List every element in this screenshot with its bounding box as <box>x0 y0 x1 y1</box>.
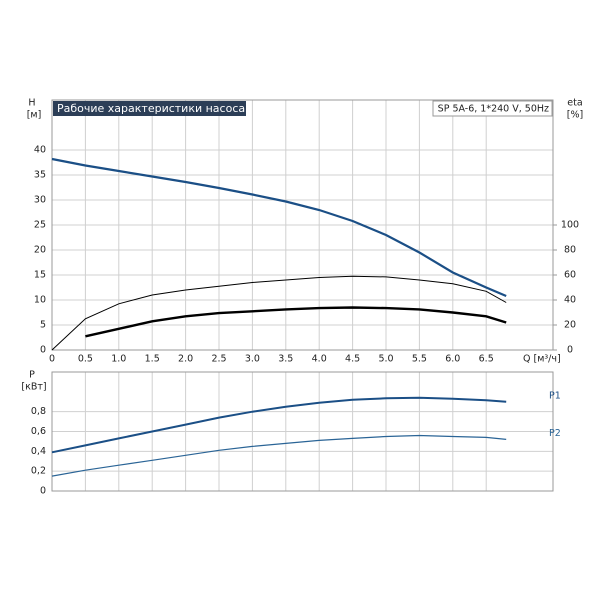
y2-tick-label: 0 <box>567 345 573 356</box>
y-tick-label: 15 <box>34 270 46 281</box>
x-tick-label: 5.5 <box>412 354 427 365</box>
y2-tick-label: 60 <box>564 270 576 281</box>
y-tick-label: 0,4 <box>31 446 46 457</box>
x-tick-label: 4.5 <box>345 354 360 365</box>
y-axis-unit: [кВт] <box>21 382 46 393</box>
x-tick-label: 2.0 <box>178 354 193 365</box>
y-axis-unit: [м] <box>27 110 42 121</box>
curve <box>51 396 507 454</box>
series-label: P2 <box>549 428 561 439</box>
y-tick-label: 10 <box>34 295 46 306</box>
y-tick-label: 0,8 <box>31 406 46 417</box>
x-tick-label: 0 <box>49 354 55 365</box>
y-tick-label: 0 <box>40 486 46 497</box>
chart-title: Рабочие характеристики насоса <box>57 102 245 115</box>
y2-tick-label: 40 <box>564 295 576 306</box>
x-tick-label: 1.5 <box>145 354 160 365</box>
y-axis-label: P <box>29 370 35 381</box>
x-tick-label: 1.0 <box>111 354 126 365</box>
curve <box>51 275 507 351</box>
y2-tick-label: 20 <box>564 320 576 331</box>
curve <box>85 306 507 338</box>
frame <box>51 99 554 351</box>
x-tick-label: 4.0 <box>312 354 327 365</box>
y-tick-label: 0 <box>40 345 46 356</box>
model-label: SP 5A-6, 1*240 V, 50Hz <box>438 104 549 115</box>
frame <box>51 371 554 492</box>
y-tick-label: 40 <box>34 145 46 156</box>
y-tick-label: 35 <box>34 170 46 181</box>
title-box <box>53 101 246 116</box>
x-tick-label: 3.0 <box>245 354 260 365</box>
y2-axis-label: eta <box>567 98 582 109</box>
y-tick-label: 0,2 <box>31 466 46 477</box>
x-tick-label: 6.0 <box>445 354 460 365</box>
curve <box>51 157 507 298</box>
model-box <box>432 100 553 117</box>
x-tick-label: 5.0 <box>378 354 393 365</box>
y-tick-label: 30 <box>34 195 46 206</box>
x-axis-label: Q [м³/ч] <box>523 354 561 365</box>
y-tick-label: 20 <box>34 245 46 256</box>
y2-axis-unit: [%] <box>567 110 583 121</box>
x-tick-label: 2.5 <box>211 354 226 365</box>
curve <box>51 434 507 477</box>
x-tick-label: 3.5 <box>278 354 293 365</box>
y-tick-label: 25 <box>34 220 46 231</box>
y-tick-label: 5 <box>40 320 46 331</box>
y-tick-label: 0,6 <box>31 426 46 437</box>
y2-tick-label: 100 <box>561 220 579 231</box>
y-axis-label: H <box>28 98 35 109</box>
x-tick-label: 0.5 <box>78 354 93 365</box>
x-tick-label: 6.5 <box>479 354 494 365</box>
series-label: P1 <box>549 390 561 401</box>
y2-tick-label: 80 <box>564 245 576 256</box>
